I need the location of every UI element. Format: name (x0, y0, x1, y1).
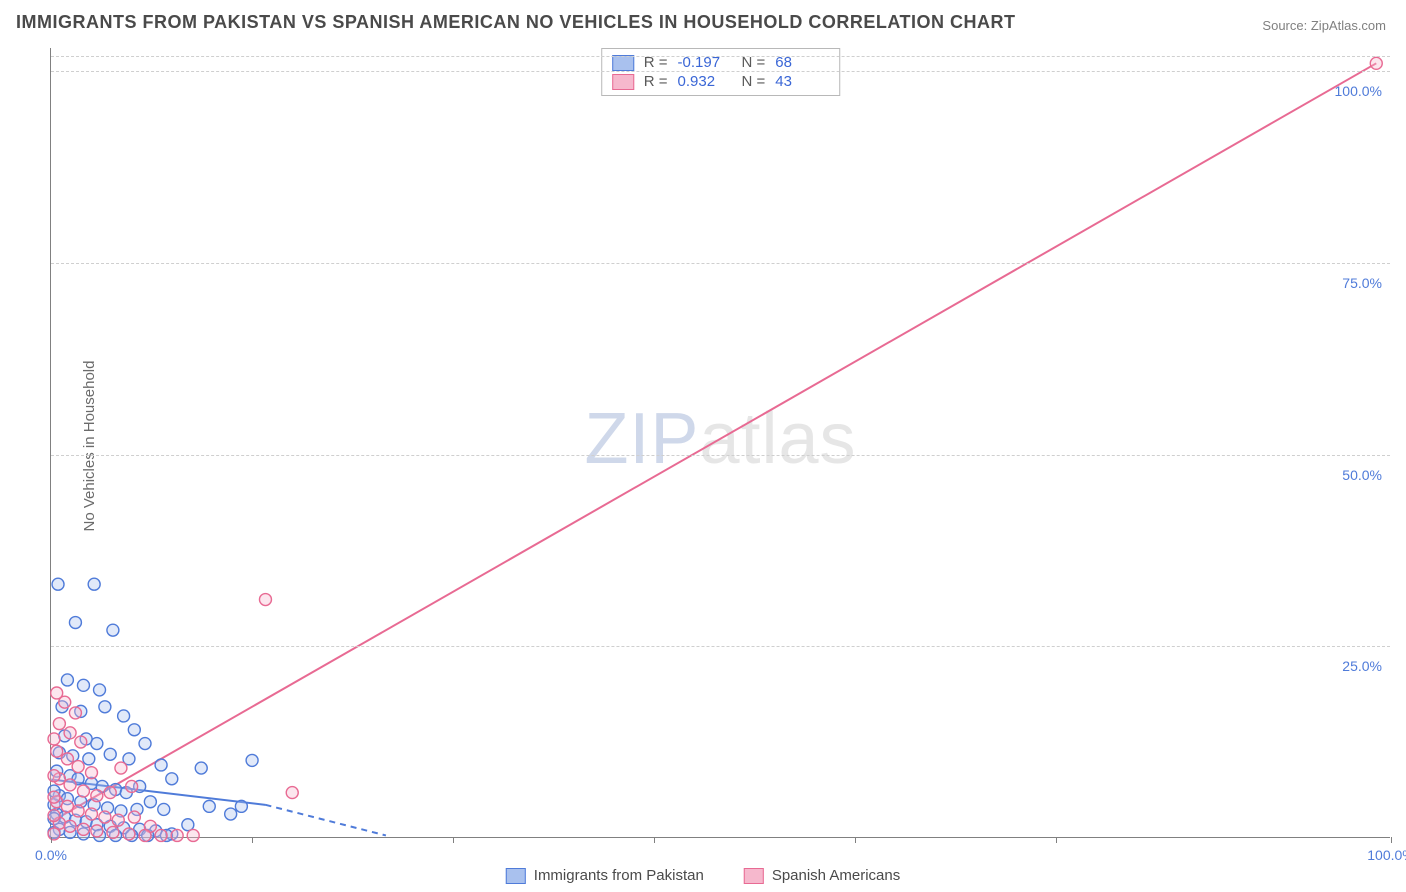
source-label: Source: (1262, 18, 1307, 33)
data-point (99, 701, 111, 713)
y-tick-label: 75.0% (1342, 275, 1382, 291)
data-point (195, 762, 207, 774)
y-tick-label: 25.0% (1342, 658, 1382, 674)
data-point (77, 785, 89, 797)
data-point (61, 753, 73, 765)
source-value: ZipAtlas.com (1311, 18, 1386, 33)
x-tick-mark (453, 837, 454, 843)
data-point (86, 808, 98, 820)
data-point (104, 787, 116, 799)
data-point (61, 674, 73, 686)
legend-label-2: Spanish Americans (772, 867, 900, 884)
data-point (48, 770, 60, 782)
data-point (91, 825, 103, 837)
data-point (171, 829, 183, 841)
data-point (118, 710, 130, 722)
data-point (64, 820, 76, 832)
x-tick-mark (855, 837, 856, 843)
gridline-h (51, 646, 1390, 647)
data-point (155, 829, 167, 841)
data-point (48, 828, 60, 840)
x-tick-mark (1391, 837, 1392, 843)
data-point (246, 754, 258, 766)
data-point (48, 791, 60, 803)
data-point (59, 696, 71, 708)
data-point (107, 624, 119, 636)
gridline-h (51, 455, 1390, 456)
x-tick-mark (252, 837, 253, 843)
data-point (126, 780, 138, 792)
gridline-h (51, 71, 1390, 72)
data-point (91, 790, 103, 802)
data-point (187, 829, 199, 841)
legend-swatch-bottom-1 (506, 868, 526, 884)
x-tick-label: 100.0% (1367, 847, 1406, 863)
data-point (86, 767, 98, 779)
data-point (203, 800, 215, 812)
data-point (1370, 57, 1382, 69)
data-point (64, 779, 76, 791)
data-point (69, 707, 81, 719)
data-point (77, 823, 89, 835)
data-point (225, 808, 237, 820)
data-point (107, 826, 119, 838)
data-point (158, 803, 170, 815)
x-tick-mark (654, 837, 655, 843)
data-point (235, 800, 247, 812)
data-point (72, 761, 84, 773)
data-point (259, 594, 271, 606)
scatter-points-layer (51, 48, 1390, 837)
data-point (83, 753, 95, 765)
series-legend: Immigrants from Pakistan Spanish America… (506, 867, 900, 884)
scatter-plot-area: ZIPatlas R = -0.197 N = 68 R = 0.932 N =… (50, 48, 1390, 838)
data-point (99, 811, 111, 823)
data-point (115, 762, 127, 774)
data-point (104, 748, 116, 760)
x-tick-label: 0.0% (35, 847, 67, 863)
legend-item-2: Spanish Americans (744, 867, 900, 884)
data-point (139, 738, 151, 750)
x-tick-mark (51, 837, 52, 843)
chart-title: IMMIGRANTS FROM PAKISTAN VS SPANISH AMER… (16, 12, 1016, 33)
data-point (77, 679, 89, 691)
data-point (51, 745, 63, 757)
y-tick-label: 100.0% (1335, 83, 1382, 99)
legend-item-1: Immigrants from Pakistan (506, 867, 704, 884)
data-point (144, 796, 156, 808)
data-point (48, 810, 60, 822)
data-point (64, 727, 76, 739)
gridline-h (51, 263, 1390, 264)
data-point (53, 718, 65, 730)
x-tick-mark (1056, 837, 1057, 843)
gridline-h (51, 56, 1390, 57)
data-point (128, 811, 140, 823)
legend-label-1: Immigrants from Pakistan (534, 867, 704, 884)
data-point (155, 759, 167, 771)
data-point (94, 684, 106, 696)
data-point (139, 829, 151, 841)
data-point (123, 828, 135, 840)
data-point (128, 724, 140, 736)
data-point (75, 736, 87, 748)
data-point (91, 738, 103, 750)
y-tick-label: 50.0% (1342, 467, 1382, 483)
data-point (88, 578, 100, 590)
source-attribution: Source: ZipAtlas.com (1262, 18, 1386, 33)
data-point (48, 733, 60, 745)
data-point (69, 617, 81, 629)
data-point (112, 814, 124, 826)
data-point (166, 773, 178, 785)
data-point (72, 805, 84, 817)
data-point (52, 578, 64, 590)
legend-swatch-bottom-2 (744, 868, 764, 884)
data-point (286, 787, 298, 799)
